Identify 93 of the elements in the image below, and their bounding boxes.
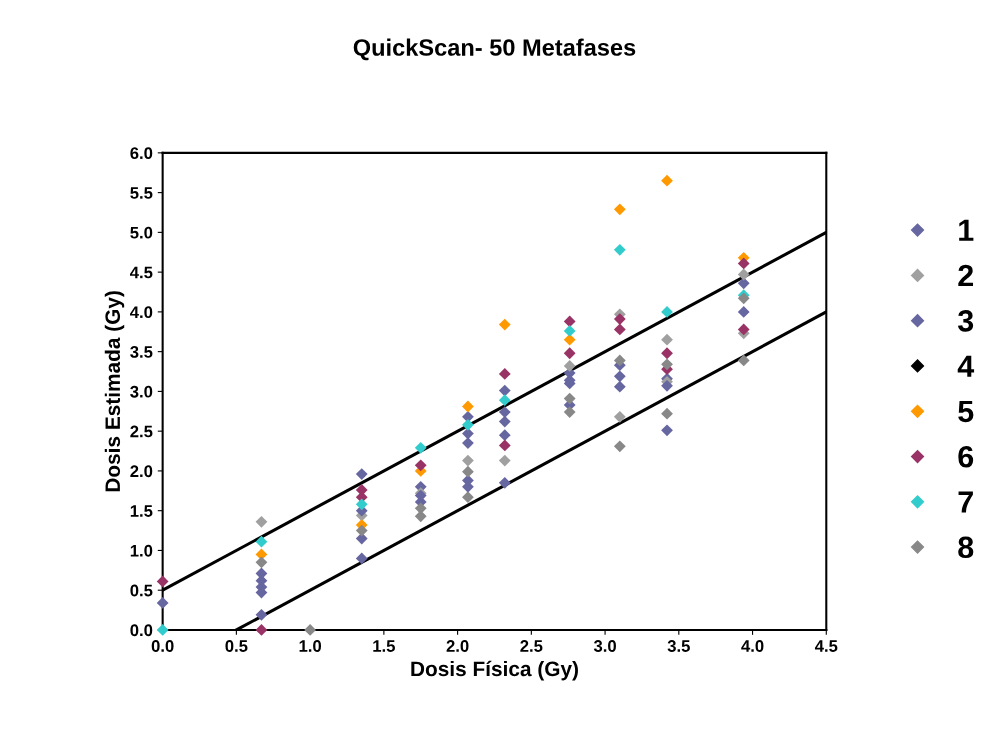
point — [498, 384, 511, 397]
point — [498, 439, 511, 452]
y-tick-label: 0.5 — [130, 584, 153, 597]
y-axis-title: Dosis Estimada (Gy) — [104, 291, 125, 492]
x-tick-label: 3.5 — [667, 640, 690, 652]
point — [563, 325, 576, 337]
point — [737, 268, 750, 281]
point — [462, 465, 474, 478]
y-tick-label: 3.0 — [130, 385, 153, 398]
y-tick-label: 5.5 — [130, 187, 153, 199]
x-tick-label: 0.5 — [225, 640, 248, 652]
y-tick-label: 4.0 — [130, 306, 153, 319]
point — [737, 305, 750, 318]
point — [304, 624, 317, 636]
point — [498, 406, 511, 418]
legend-label: 7 — [958, 491, 973, 513]
point — [613, 410, 626, 423]
point — [462, 418, 474, 431]
point — [462, 400, 474, 413]
point — [462, 454, 474, 467]
y-tick-label: 3.5 — [130, 346, 153, 358]
point — [563, 392, 576, 405]
point — [563, 347, 576, 360]
point — [255, 556, 268, 569]
point — [613, 354, 626, 367]
point — [255, 535, 268, 548]
point — [563, 360, 576, 372]
legend-label: 6 — [958, 445, 974, 468]
point — [661, 305, 673, 318]
point — [661, 379, 673, 392]
y-tick-label: 1.0 — [130, 544, 153, 557]
point — [661, 333, 673, 346]
x-tick-label: 1.5 — [373, 640, 395, 652]
point — [498, 415, 511, 428]
point — [355, 552, 368, 565]
legend-label: 2 — [958, 264, 974, 287]
point — [661, 424, 673, 437]
x-tick-label: 0.0 — [151, 640, 174, 652]
y-tick-label: 1.5 — [130, 505, 153, 517]
point — [661, 347, 673, 360]
x-tick-label: 2.0 — [446, 640, 469, 652]
point — [498, 368, 511, 380]
x-tick-label: 2.5 — [520, 640, 543, 652]
y-tick-label: 2.0 — [130, 465, 153, 478]
point — [462, 491, 474, 504]
point — [613, 323, 626, 336]
point — [563, 406, 576, 418]
x-tick-label: 4.5 — [814, 640, 838, 652]
point — [661, 174, 673, 187]
point — [737, 323, 750, 336]
point — [737, 257, 750, 270]
point — [498, 318, 511, 331]
point — [156, 575, 169, 588]
x-tick-label: 4.0 — [741, 640, 764, 652]
point — [498, 454, 511, 467]
point — [613, 370, 626, 383]
point — [156, 624, 169, 636]
point — [613, 380, 626, 393]
point — [498, 429, 511, 442]
point — [355, 498, 368, 511]
legend-label: 4 — [957, 355, 975, 377]
legend-label: 8 — [958, 536, 974, 559]
point — [498, 476, 511, 489]
point — [737, 354, 750, 367]
point — [156, 597, 169, 609]
point — [613, 313, 626, 325]
y-tick-label: 6.0 — [130, 147, 153, 160]
point — [613, 203, 626, 216]
point — [255, 608, 268, 621]
point — [613, 440, 626, 453]
legend-label: 3 — [957, 310, 974, 332]
legend-label: 5 — [958, 400, 974, 423]
y-tick-label: 0.0 — [130, 624, 153, 637]
point — [613, 243, 626, 256]
point — [414, 441, 427, 454]
legend-label: 1 — [959, 219, 974, 241]
point — [462, 437, 474, 449]
point — [255, 515, 268, 528]
point — [498, 394, 511, 407]
point — [661, 407, 673, 420]
chart-title: QuickScan- 50 Metafases — [353, 38, 636, 61]
point — [355, 468, 368, 480]
point — [563, 315, 576, 328]
y-tick-label: 2.5 — [130, 425, 153, 438]
y-tick-label: 4.5 — [130, 266, 153, 279]
point — [661, 358, 673, 371]
y-tick-label: 5.0 — [130, 226, 153, 239]
point — [355, 524, 368, 537]
x-tick-label: 3.0 — [593, 640, 616, 652]
x-tick-label: 1.0 — [299, 640, 322, 652]
x-axis-title: Dosis Física (Gy) — [411, 660, 578, 681]
point — [255, 624, 268, 636]
point — [414, 459, 427, 472]
